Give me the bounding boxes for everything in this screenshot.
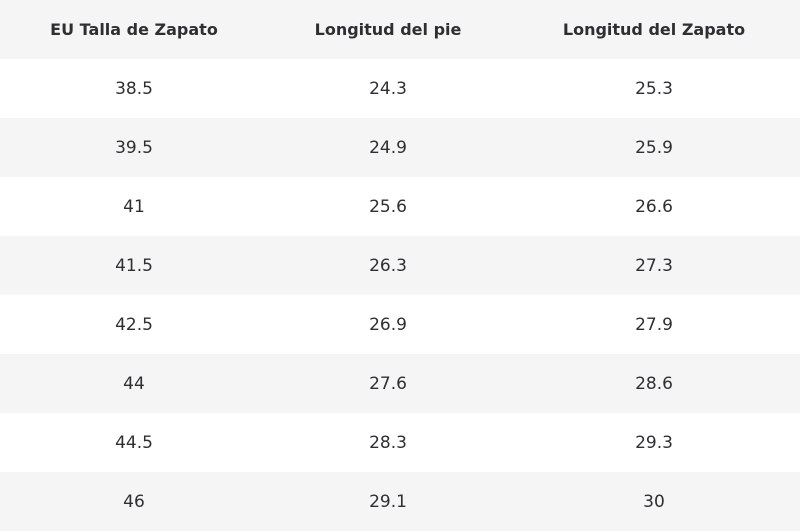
table-cell: 27.6 (268, 354, 508, 413)
table-cell: 44 (0, 354, 268, 413)
table-row: 41.5 26.3 27.3 (0, 236, 800, 295)
table-cell: 39.5 (0, 118, 268, 177)
table-row: 38.5 24.3 25.3 (0, 59, 800, 118)
table-cell: 26.3 (268, 236, 508, 295)
table-row: 42.5 26.9 27.9 (0, 295, 800, 354)
table-cell: 25.6 (369, 196, 407, 217)
table-cell: 46 (0, 472, 268, 531)
table-cell: 38.5 (115, 78, 153, 99)
table-cell: 26.6 (635, 196, 673, 217)
table-cell: 30 (508, 472, 800, 531)
table-cell: 27.3 (508, 236, 800, 295)
table-cell: 29.1 (268, 472, 508, 531)
table-row: 39.5 24.9 25.9 (0, 118, 800, 177)
table-cell: 42.5 (115, 314, 153, 335)
header-cell: EU Talla de Zapato (0, 0, 268, 59)
table-cell: 25.9 (508, 118, 800, 177)
header-cell: Longitud del Zapato (508, 0, 800, 59)
table-cell: 44.5 (115, 432, 153, 453)
table-cell: 25.3 (635, 78, 673, 99)
table-cell: 41 (123, 196, 145, 217)
table-cell: 24.9 (268, 118, 508, 177)
table-row: 46 29.1 30 (0, 472, 800, 531)
table-cell: 41.5 (0, 236, 268, 295)
table-cell: 27.9 (635, 314, 673, 335)
table-row: 41 25.6 26.6 (0, 177, 800, 236)
table-cell: 26.9 (369, 314, 407, 335)
header-cell: Longitud del pie (268, 0, 508, 59)
table-row: 44.5 28.3 29.3 (0, 413, 800, 472)
table-body: 38.5 24.3 25.3 39.5 24.9 25.9 41 25.6 26.6 41.5 26… (0, 59, 800, 531)
table-cell: 24.3 (369, 78, 407, 99)
table-cell: 29.3 (635, 432, 673, 453)
table-cell: 28.6 (508, 354, 800, 413)
header-row: EU Talla de Zapato Longitud del pie Longit… (0, 0, 800, 59)
table-row: 44 27.6 28.6 (0, 354, 800, 413)
table-cell: 28.3 (369, 432, 407, 453)
